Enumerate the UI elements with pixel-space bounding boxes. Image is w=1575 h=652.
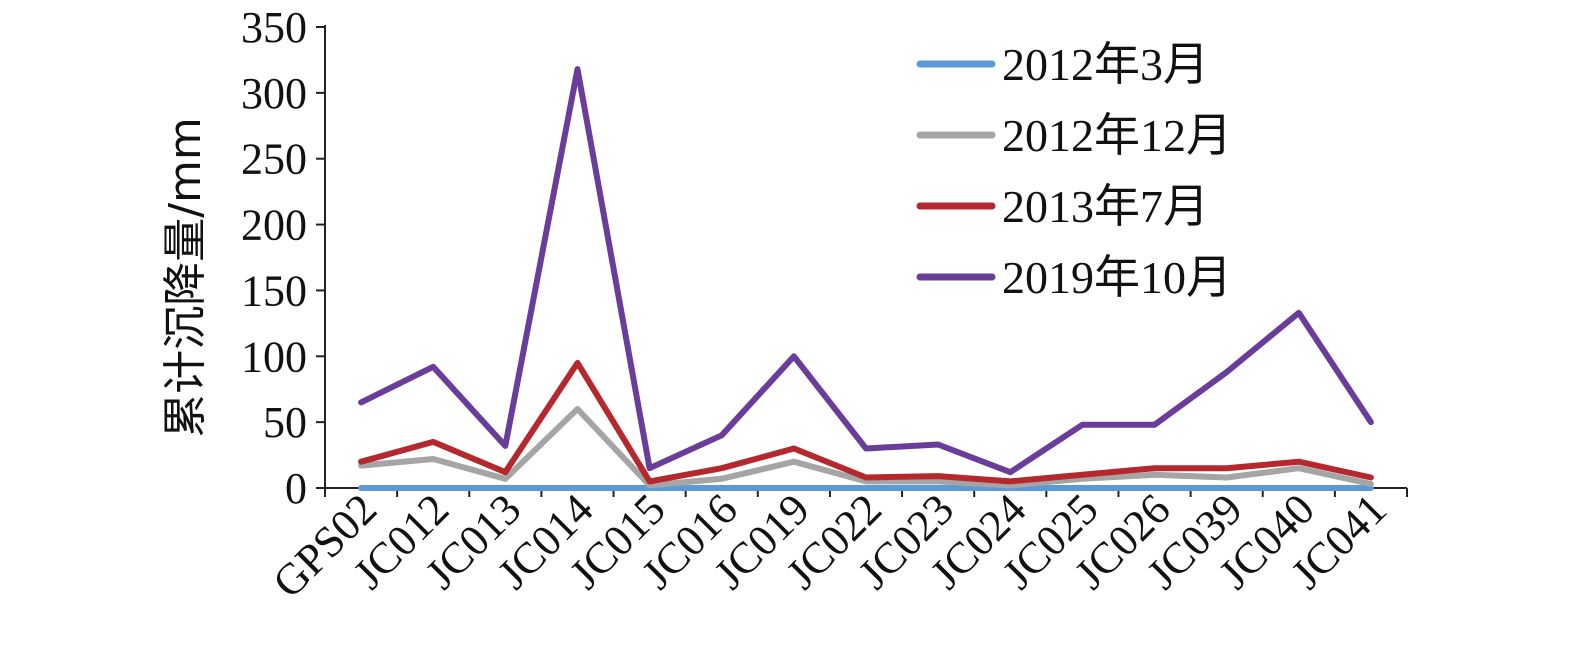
y-tick-label: 150 xyxy=(241,266,307,315)
y-tick-label: 0 xyxy=(285,464,307,513)
series-lines xyxy=(358,66,1374,491)
legend-label-0: 2012年3月 xyxy=(1002,39,1209,90)
y-tick-label: 300 xyxy=(241,69,307,118)
legend-label-3: 2019年10月 xyxy=(1002,252,1232,303)
series-line-3 xyxy=(358,66,1374,476)
y-tick-label: 50 xyxy=(263,398,307,447)
y-axis-label: 累计沉降量/mm xyxy=(160,117,211,438)
legend: 2012年3月 2012年12月 2013年7月 2019年10月 xyxy=(916,39,1232,303)
y-axis: 0 50 100 150 200 250 300 350 xyxy=(241,3,326,513)
y-tick-label: 250 xyxy=(241,135,307,184)
y-tick-label: 350 xyxy=(241,3,307,52)
x-axis: GPS02JC012JC013JC014JC015JC016JC019JC022… xyxy=(263,484,1408,607)
series-line-2 xyxy=(358,359,1374,485)
y-tick-label: 100 xyxy=(241,332,307,381)
legend-label-1: 2012年12月 xyxy=(1002,110,1232,161)
y-tick-label: 200 xyxy=(241,201,307,250)
series-line-1 xyxy=(358,406,1374,489)
legend-label-2: 2013年7月 xyxy=(1002,181,1209,232)
